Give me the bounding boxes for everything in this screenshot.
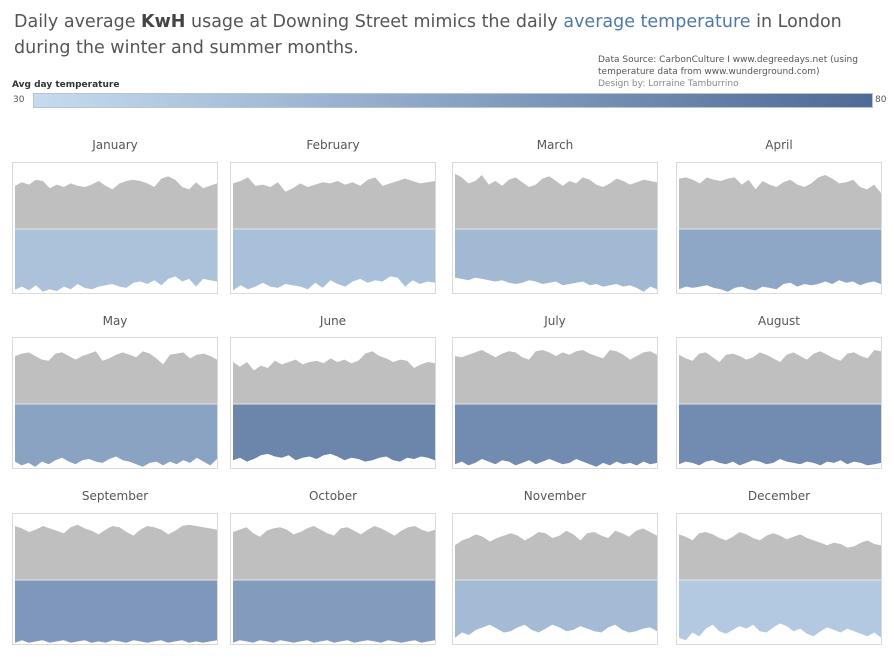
title-bold-kwh: KwH — [141, 12, 186, 32]
temperature-band — [679, 229, 881, 292]
chart-title: Daily average KwH usage at Downing Stree… — [14, 9, 884, 61]
month-chart-may — [15, 351, 217, 467]
kwh-usage-area — [679, 350, 881, 404]
month-panel-march — [452, 162, 658, 294]
month-title-august: August — [758, 314, 800, 328]
month-title-february: February — [306, 138, 360, 152]
temperature-band — [679, 404, 881, 466]
title-part-3: in London during the winter and summer m… — [14, 12, 842, 58]
temperature-band — [455, 580, 657, 638]
month-panel-june — [230, 337, 436, 469]
month-chart-august — [679, 350, 881, 466]
month-title-december: December — [747, 489, 811, 503]
temperature-band — [455, 229, 657, 292]
kwh-usage-area — [455, 173, 657, 229]
temperature-band — [233, 404, 435, 462]
title-part-1: Daily average — [14, 12, 142, 32]
temperature-band — [15, 229, 217, 292]
kwh-usage-area — [15, 176, 217, 229]
month-title-april: April — [765, 138, 793, 152]
month-title-june: June — [319, 314, 347, 328]
kwh-usage-area — [15, 351, 217, 404]
month-panel-december — [676, 513, 882, 645]
month-chart-october — [233, 526, 435, 643]
kwh-usage-area — [455, 350, 657, 404]
month-chart-november — [455, 528, 657, 638]
month-panel-november — [452, 513, 658, 645]
month-panel-april — [676, 162, 882, 294]
month-title-september: September — [81, 489, 149, 503]
month-panel-august — [676, 337, 882, 469]
kwh-usage-area — [455, 528, 657, 580]
month-title-january: January — [92, 138, 138, 152]
legend-max-label: 80 — [875, 95, 887, 105]
month-panel-july — [452, 337, 658, 469]
temperature-band — [679, 580, 881, 641]
temperature-band — [15, 404, 217, 467]
month-panel-january — [12, 162, 218, 294]
month-panel-february — [230, 162, 436, 294]
month-title-may: May — [102, 314, 128, 328]
month-chart-january — [15, 176, 217, 292]
month-chart-july — [455, 350, 657, 467]
title-highlight-temperature: average temperature — [563, 12, 751, 32]
temperature-band — [15, 580, 217, 643]
month-chart-march — [455, 173, 657, 292]
title-part-2: usage at Downing Street mimics the daily — [185, 12, 564, 32]
kwh-usage-area — [233, 177, 435, 229]
data-source-note: Data Source: CarbonCulture I www.degreed… — [598, 54, 888, 90]
kwh-usage-area — [233, 351, 435, 404]
month-title-march: March — [536, 138, 574, 152]
month-chart-february — [233, 177, 435, 291]
data-source-text: Data Source: CarbonCulture I www.degreed… — [598, 55, 858, 77]
temperature-color-scale — [33, 93, 873, 108]
month-panel-may — [12, 337, 218, 469]
kwh-usage-area — [233, 526, 435, 580]
temperature-band — [233, 229, 435, 291]
temperature-band — [455, 404, 657, 467]
month-title-july: July — [544, 314, 566, 328]
kwh-usage-area — [679, 532, 881, 580]
legend-title: Avg day temperature — [12, 80, 120, 90]
month-chart-april — [679, 175, 881, 292]
month-panel-september — [12, 513, 218, 645]
designer-credit: Design by: Lorraine Tamburrino — [598, 79, 739, 89]
temperature-band — [233, 580, 435, 643]
kwh-usage-area — [679, 175, 881, 229]
month-title-november: November — [523, 489, 587, 503]
month-panel-october — [230, 513, 436, 645]
month-chart-december — [679, 532, 881, 641]
month-title-october: October — [308, 489, 358, 503]
kwh-usage-area — [15, 524, 217, 580]
month-chart-september — [15, 524, 217, 643]
legend-min-label: 30 — [13, 95, 25, 105]
month-chart-june — [233, 351, 435, 462]
